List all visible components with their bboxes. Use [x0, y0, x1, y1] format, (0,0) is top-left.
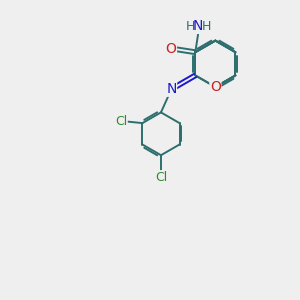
Text: H: H [185, 20, 195, 33]
Text: Cl: Cl [155, 171, 167, 184]
Text: O: O [166, 42, 176, 56]
Text: N: N [166, 82, 177, 96]
Text: H: H [202, 20, 211, 33]
Text: O: O [210, 80, 221, 94]
Text: N: N [193, 20, 203, 33]
Text: Cl: Cl [115, 115, 127, 128]
